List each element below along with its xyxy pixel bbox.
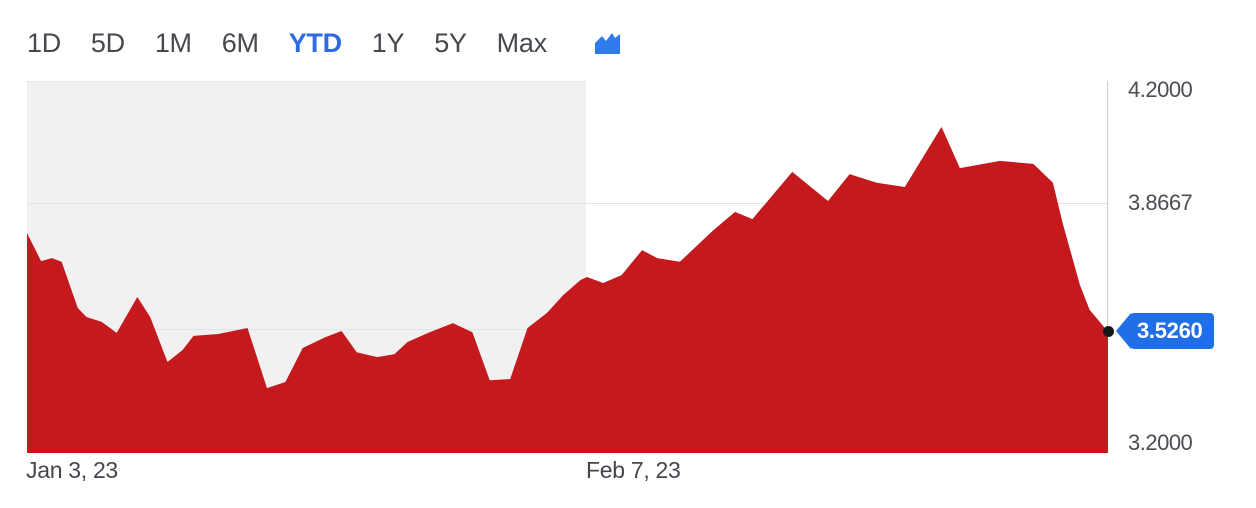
tab-1m[interactable]: 1M xyxy=(154,28,192,58)
x-tick-jan-3: Jan 3, 23 xyxy=(26,457,118,483)
current-price-badge: 3.5260 xyxy=(1116,313,1214,349)
tab-1y[interactable]: 1Y xyxy=(371,28,405,58)
gridline xyxy=(27,203,1108,204)
tab-5d[interactable]: 5D xyxy=(90,28,125,58)
y-tick-3-2000: 3.2000 xyxy=(1128,430,1193,455)
range-tabs: 1D 5D 1M 6M YTD 1Y 5Y Max xyxy=(27,28,622,58)
chart-type-button[interactable] xyxy=(594,31,622,55)
tab-max[interactable]: Max xyxy=(496,28,547,58)
current-price-dot xyxy=(1103,326,1114,337)
y-tick-3-8667: 3.8667 xyxy=(1128,190,1193,215)
x-tick-feb-7: Feb 7, 23 xyxy=(586,457,681,483)
tab-5y[interactable]: 5Y xyxy=(434,28,467,58)
tab-6m[interactable]: 6M xyxy=(221,28,259,58)
area-chart-icon xyxy=(594,33,622,58)
plot-area[interactable] xyxy=(27,81,1114,453)
tab-1d[interactable]: 1D xyxy=(27,28,61,58)
tab-ytd[interactable]: YTD xyxy=(288,28,342,58)
y-axis-line xyxy=(1107,81,1108,453)
price-area-series xyxy=(27,126,1108,453)
current-price-value: 3.5260 xyxy=(1130,313,1214,349)
badge-pointer-icon xyxy=(1116,313,1131,349)
y-tick-4-2000: 4.2000 xyxy=(1128,77,1193,102)
